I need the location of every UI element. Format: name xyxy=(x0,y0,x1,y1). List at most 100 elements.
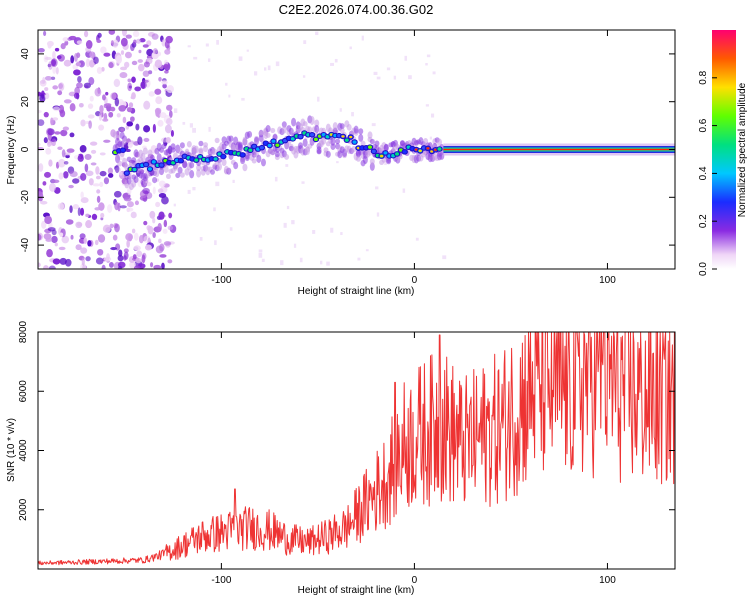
spectrogram-faint-cell xyxy=(229,227,233,231)
spectrogram-ridge-core xyxy=(325,135,330,139)
spectrogram-noise-cell xyxy=(88,120,92,129)
spectrogram-noise-cell xyxy=(131,60,138,66)
spectrogram-noise-cell xyxy=(63,171,69,179)
spectrogram-faint-cell xyxy=(293,243,297,248)
spectrogram-noise-cell xyxy=(84,163,89,172)
spectrogram-noise-cell xyxy=(83,237,88,245)
spectrogram-noise-cell xyxy=(113,78,121,88)
spectrogram-noise-cell xyxy=(47,128,55,136)
spectrogram-ridge-core xyxy=(259,145,264,150)
spectrogram-noise-cell xyxy=(101,264,106,269)
spectrogram-noise-cell xyxy=(132,39,137,45)
snr-y-ticks: 2000 4000 6000 8000 xyxy=(18,320,675,521)
spectrogram-halo-cell xyxy=(214,137,220,144)
spectrogram-noise-cell xyxy=(69,103,76,112)
spectrogram-noise-cell xyxy=(158,211,165,220)
spectrogram-ridge-core xyxy=(248,148,253,152)
spectrogram-noise-cell xyxy=(44,171,52,178)
spectrogram-noise-cell xyxy=(108,111,114,118)
spectrogram-noise-cell xyxy=(165,136,171,144)
spectrogram-faint-cell xyxy=(187,189,191,194)
spectrogram-ridge-core xyxy=(221,154,226,159)
spectrogram-faint-cell xyxy=(264,67,267,71)
snr-x-axis-label: Height of straight line (km) xyxy=(298,585,415,596)
spectrogram-halo-cell xyxy=(198,147,204,154)
spectrogram-faint-cell xyxy=(192,187,196,191)
spectrogram-noise-cell xyxy=(66,148,75,153)
spectrogram-noise-cell xyxy=(42,76,46,84)
spectrogram-noise-cell xyxy=(154,107,162,115)
spectrogram-halo-cell xyxy=(112,131,118,139)
spectrogram-noise-cell xyxy=(130,116,135,122)
spectrogram-noise-cell xyxy=(162,228,168,234)
spectrogram-noise-cell xyxy=(96,195,101,203)
spectrogram-noise-cell xyxy=(126,121,134,127)
spectrogram-halo-cell xyxy=(186,141,192,148)
spectrogram-x-tick-label: -100 xyxy=(211,275,231,286)
spectrogram-noise-cell xyxy=(38,119,45,126)
spectrogram-faint-cell xyxy=(317,96,320,102)
spectrogram-ridge-core xyxy=(310,133,315,137)
spectrogram-halo-cell xyxy=(221,158,227,167)
spectrogram-noise-cell xyxy=(167,259,173,264)
spectrogram-noise-cell xyxy=(42,181,47,186)
spectrogram-noise-cell xyxy=(124,51,132,59)
spectrogram-noise-cell xyxy=(38,142,41,147)
colorbar: 0.0 0.2 0.4 0.6 0.8 Normalized spectral ampl… xyxy=(698,30,748,276)
spectrogram-faint-cell xyxy=(334,58,338,63)
colorbar-tick-label: 0.2 xyxy=(698,214,709,228)
spectrogram-halo-cell xyxy=(165,148,171,154)
spectrogram-noise-cell xyxy=(50,76,56,81)
snr-panel: -100 0 100 2000 4000 6000 8000 Height of stra… xyxy=(6,320,676,596)
spectrogram-noise-cell xyxy=(80,191,84,199)
spectrogram-halo-cell xyxy=(369,138,375,145)
spectrogram-noise-cell xyxy=(158,76,162,82)
spectrogram-halo-cell xyxy=(228,135,234,142)
spectrogram-halo-cell xyxy=(179,172,185,178)
spectrogram-halo-cell xyxy=(115,154,121,164)
spectrogram-noise-cell xyxy=(119,205,127,209)
spectrogram-halo-cell xyxy=(330,136,336,146)
spectrogram-faint-cell xyxy=(280,260,284,266)
spectrogram-halo-cell xyxy=(339,123,345,129)
spectrogram-noise-cell xyxy=(96,67,103,75)
spectrogram-noise-cell xyxy=(166,104,173,111)
spectrogram-band-core xyxy=(443,148,675,151)
spectrogram-ridge-core xyxy=(263,141,268,145)
spectrogram-halo-cell xyxy=(355,155,361,162)
spectrogram-noise-cell xyxy=(94,239,99,246)
spectrogram-faint-cell xyxy=(258,234,263,238)
spectrogram-halo-cell xyxy=(284,153,290,160)
spectrogram-noise-cell xyxy=(63,160,69,165)
spectrogram-noise-cell xyxy=(114,164,120,174)
snr-x-tick-label: -100 xyxy=(211,575,231,586)
spectrogram-noise-cell xyxy=(59,257,67,265)
spectrogram-halo-cell xyxy=(358,128,364,135)
spectrogram-x-tick-label: 0 xyxy=(412,275,418,286)
spectrogram-y-tick-label: 40 xyxy=(20,48,31,60)
spectrogram-noise-cell xyxy=(76,82,83,89)
spectrogram-halo-cell xyxy=(309,116,315,125)
spectrogram-halo-cell xyxy=(152,176,158,184)
spectrogram-noise-cell xyxy=(131,76,136,83)
spectrogram-noise-cell xyxy=(85,170,94,177)
colorbar-label: Normalized spectral amplitude xyxy=(737,82,748,217)
spectrogram-noise-cell xyxy=(63,99,72,104)
spectrogram-halo-cell xyxy=(302,138,308,147)
figure-title: C2E2.2026.074.00.36.G02 xyxy=(279,2,434,17)
spectrogram-x-tick-label: 100 xyxy=(599,275,616,286)
spectrogram-noise-cell xyxy=(129,261,136,269)
spectrogram-noise-cell xyxy=(51,235,58,244)
spectrogram-halo-cell xyxy=(161,143,167,150)
spectrogram-noise-cell xyxy=(38,163,44,172)
spectrogram-faint-cell xyxy=(258,252,263,258)
spectrogram-noise-cell xyxy=(85,58,91,68)
spectrogram-noise-cell xyxy=(97,234,106,243)
spectrogram-noise-cell xyxy=(62,126,70,131)
spectrogram-noise-cell xyxy=(73,53,78,62)
spectrogram-noise-cell xyxy=(110,106,116,112)
spectrogram-noise-cell xyxy=(72,204,80,210)
spectrogram-halo-cell xyxy=(131,157,137,165)
spectrogram-noise-cell xyxy=(44,92,50,100)
spectrogram-noise-cell xyxy=(40,200,48,205)
